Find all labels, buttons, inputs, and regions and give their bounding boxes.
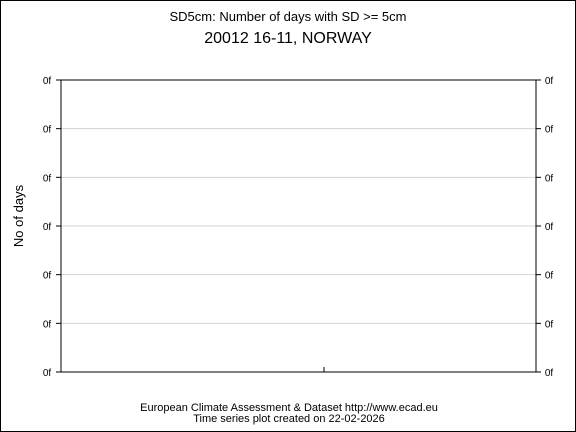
y-axis-label: No of days <box>11 184 26 247</box>
chart-title: SD5cm: Number of days with SD >= 5cm <box>170 9 407 24</box>
y-tick-label-left: 0f <box>43 319 52 330</box>
y-tick-label-right: 0f <box>545 173 554 184</box>
y-tick-label-right: 0f <box>545 76 554 87</box>
y-tick-label-left: 0f <box>43 173 52 184</box>
gridlines <box>61 128 536 324</box>
chart-subtitle: 20012 16-11, NORWAY <box>204 30 372 47</box>
y-tick-label-left: 0f <box>43 368 52 379</box>
y-tick-label-right: 0f <box>545 319 554 330</box>
footer-line-2: Time series plot created on 22-02-2026 <box>193 413 385 425</box>
y-tick-label-left: 0f <box>43 76 52 87</box>
y-axis-right: 0f 0f 0f 0f 0f 0f 0f <box>536 76 553 379</box>
y-tick-label-left: 0f <box>43 222 52 233</box>
y-tick-label-right: 0f <box>545 271 554 282</box>
y-tick-label-left: 0f <box>43 271 52 282</box>
y-axis-left: 0f 0f 0f 0f 0f 0f 0f <box>43 76 61 379</box>
y-tick-label-left: 0f <box>43 125 52 136</box>
y-tick-label-right: 0f <box>545 222 554 233</box>
footer-line-1: European Climate Assessment & Dataset ht… <box>140 402 438 414</box>
y-tick-label-right: 0f <box>545 125 554 136</box>
y-tick-label-right: 0f <box>545 368 554 379</box>
